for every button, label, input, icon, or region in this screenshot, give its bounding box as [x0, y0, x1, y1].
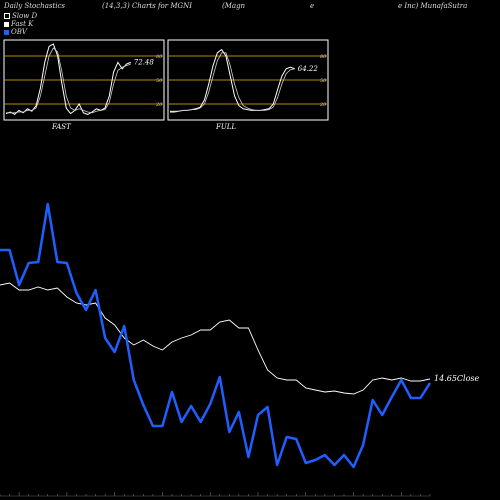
level-label: 80 [320, 54, 327, 60]
legend-label: OBV [11, 28, 27, 36]
chart-params: (14,3,3) Charts for MGNI [102, 2, 192, 10]
level-label: 20 [155, 102, 163, 108]
legend-item-slow-d: Slow D [4, 12, 37, 20]
company-name-part1: (Magn [222, 2, 246, 10]
panel-full: 80 50 20 64.22 FULL [167, 39, 329, 131]
company-name-part3: e Inc) MunafaSutra [398, 2, 468, 10]
main-panel: 14.65Close [0, 202, 480, 469]
panel-title: FULL [215, 123, 236, 131]
level-label: 20 [319, 102, 327, 108]
close-line [0, 282, 431, 395]
legend-item-obv: OBV [4, 28, 37, 36]
panel-fast: 80 50 20 72.48 FAST [3, 39, 165, 131]
chart-title: Daily Stochastics [4, 2, 66, 10]
legend-label: Fast K [11, 20, 34, 28]
legend-swatch [4, 29, 9, 35]
level-label: 80 [156, 54, 163, 60]
close-label: 14.65Close [434, 374, 480, 383]
legend: Slow D Fast K OBV [4, 12, 37, 36]
series-line-fast-k [5, 43, 131, 116]
legend-swatch [4, 13, 10, 19]
obv-line [0, 202, 432, 469]
series-line-d [170, 52, 295, 112]
volume-strip [0, 492, 431, 497]
legend-item-fast-k: Fast K [4, 20, 37, 28]
company-name-part2: e [310, 2, 315, 10]
level-label: 50 [156, 78, 163, 84]
legend-swatch [4, 21, 9, 27]
legend-label: Slow D [12, 12, 38, 20]
last-value-label: 64.22 [298, 65, 319, 73]
series-line-slow-d [6, 47, 131, 114]
panel-title: FAST [51, 123, 72, 131]
last-value-label: 72.48 [134, 58, 155, 66]
level-label: 50 [320, 78, 327, 84]
